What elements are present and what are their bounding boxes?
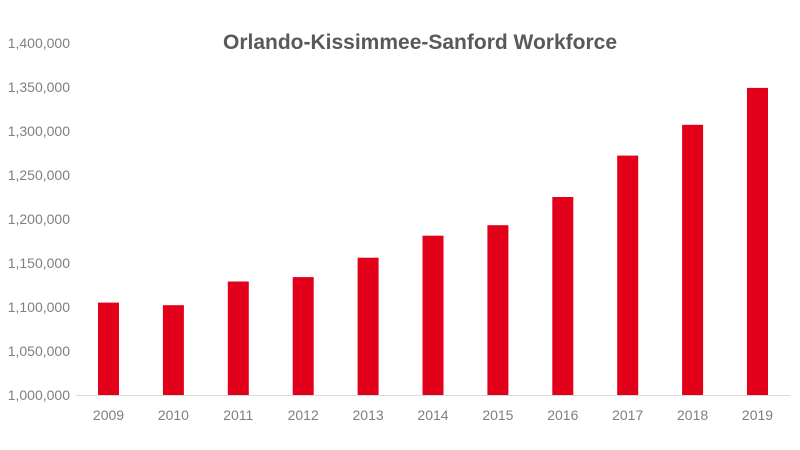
x-tick-label: 2016: [547, 407, 578, 423]
y-tick-label: 1,000,000: [8, 387, 70, 403]
x-axis-labels: 2009 2010 2011 2012 2013 2014 2015 2016 2017 2018…: [93, 407, 773, 423]
bar-2011: [227, 281, 249, 395]
bar-2019: [747, 87, 768, 396]
bar-2009: [98, 302, 119, 395]
bar-2017: [617, 155, 639, 395]
x-tick-label: 2015: [482, 407, 513, 423]
bar-2014: [422, 235, 444, 395]
y-tick-label: 1,300,000: [8, 123, 70, 139]
bar-2012: [292, 277, 314, 395]
bar-2016: [552, 197, 574, 395]
y-tick-label: 1,150,000: [8, 255, 70, 271]
x-tick-label: 2013: [353, 407, 384, 423]
x-tick-label: 2017: [612, 407, 643, 423]
x-tick-label: 2019: [742, 407, 773, 423]
y-tick-label: 1,100,000: [8, 299, 70, 315]
x-tick-label: 2012: [288, 407, 319, 423]
x-tick-label: 2010: [158, 407, 189, 423]
y-axis-labels: 1,000,000 1,050,000 1,100,000 1,150,000 1,20…: [8, 35, 70, 403]
y-tick-label: 1,400,000: [8, 35, 70, 51]
bar-2015: [487, 225, 509, 395]
chart-title: Orlando-Kissimmee-Sanford Workforce: [223, 31, 617, 54]
y-tick-label: 1,200,000: [8, 211, 70, 227]
bars: [98, 87, 768, 396]
y-tick-label: 1,350,000: [8, 79, 70, 95]
bar-2018: [682, 124, 704, 396]
bar-2010: [162, 305, 184, 395]
y-tick-label: 1,050,000: [8, 343, 70, 359]
x-tick-label: 2018: [677, 407, 708, 423]
y-tick-label: 1,250,000: [8, 167, 70, 183]
bar-2013: [357, 257, 379, 395]
x-tick-label: 2011: [223, 407, 253, 423]
x-tick-label: 2009: [93, 407, 124, 423]
x-tick-label: 2014: [417, 407, 448, 423]
